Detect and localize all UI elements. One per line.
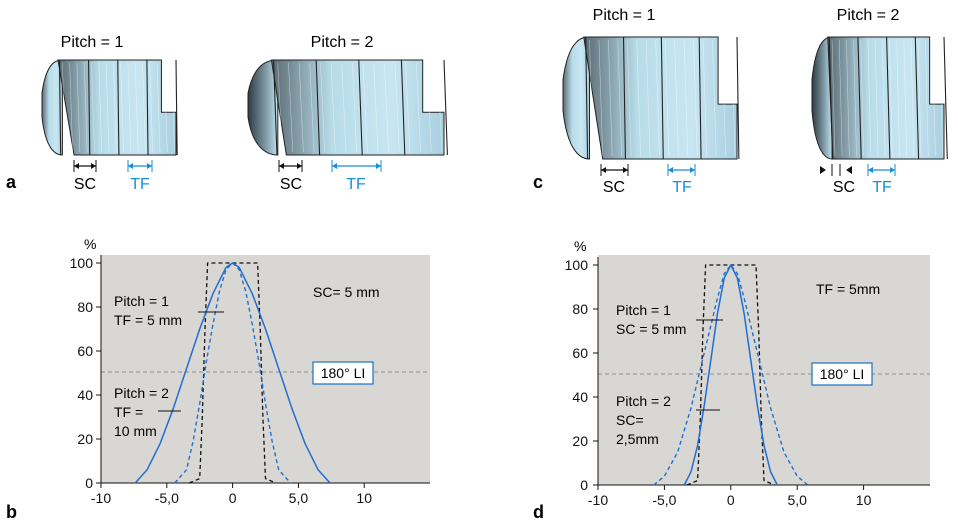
sc-measure-a1 <box>73 160 97 172</box>
helix-pitch-2-a <box>247 59 448 156</box>
sc-label-a2: SC <box>280 176 302 193</box>
chart-b-plot-area <box>101 255 430 483</box>
panel-a-helix-right-title: Pitch = 2 <box>311 34 374 51</box>
panel-c-helix-left-title: Pitch = 1 <box>593 7 656 24</box>
x-tick-label: 10 <box>856 492 872 508</box>
x-tick-label: 10 <box>356 490 372 506</box>
chart-d-y-unit: % <box>574 238 586 254</box>
sc-label-a1: SC <box>74 176 96 193</box>
chart-b-series2-label-line3: 10 mm <box>114 423 157 439</box>
panel-a-helix-left-title: Pitch = 1 <box>61 34 124 51</box>
tf-measure-c2 <box>867 164 896 176</box>
chart-b-reference-label: 180° LI <box>321 365 366 381</box>
sc-measure-c2 <box>820 164 852 176</box>
sc-label-c1: SC <box>603 179 625 196</box>
chart-d-series2-label-line1: Pitch = 2 <box>616 393 671 409</box>
y-tick-label: 60 <box>572 345 588 361</box>
chart-d-series1-label-line1: Pitch = 1 <box>616 302 671 318</box>
series-line-solid-blue <box>134 262 331 484</box>
chart-d-reference-label-box <box>811 362 873 386</box>
x-tick-label: 0 <box>229 490 237 506</box>
chart-d-series2-label-line2: SC= <box>616 412 644 428</box>
chart-b-series1-label-line2: TF = 5 mm <box>114 312 182 328</box>
chart-d-series1-label-line2: SC = 5 mm <box>616 321 686 337</box>
y-tick-label: 60 <box>77 343 93 359</box>
panel-a: Pitch = 1 Pitch = 2 SC TF SC <box>6 34 448 193</box>
tf-label-c1: TF <box>672 179 692 196</box>
y-tick-label: 20 <box>77 431 93 447</box>
series-line-solid-blue <box>683 264 778 486</box>
panel-letter-c: c <box>533 172 543 192</box>
tf-label-c2: TF <box>872 179 892 196</box>
chart-d-plot-area <box>598 255 930 485</box>
tf-measure-c1 <box>667 164 696 176</box>
y-tick-label: 0 <box>85 475 93 491</box>
x-tick-label: -10 <box>588 492 608 508</box>
panel-letter-b: b <box>6 502 17 522</box>
y-tick-label: 80 <box>572 301 588 317</box>
y-tick-label: 0 <box>580 477 588 493</box>
tf-label-a1: TF <box>130 176 150 193</box>
tf-measure-a2 <box>331 160 382 172</box>
sc-measure-a2 <box>278 160 303 172</box>
helix-pitch-1-c <box>562 36 740 160</box>
panel-letter-a: a <box>6 172 17 192</box>
x-tick-label: -5,0 <box>652 492 676 508</box>
y-tick-label: 100 <box>70 255 94 271</box>
y-tick-label: 100 <box>565 257 589 273</box>
x-tick-label: -10 <box>91 490 111 506</box>
tf-measure-a1 <box>127 160 153 172</box>
panel-c: Pitch = 1 Pitch = 2 SC TF SC <box>533 7 948 196</box>
y-tick-label: 20 <box>572 433 588 449</box>
chart-b-series2-label-line2: TF = <box>114 404 143 420</box>
chart-b-series1-label-line1: Pitch = 1 <box>114 293 169 309</box>
chart-b-y-unit: % <box>84 236 96 252</box>
y-tick-label: 40 <box>77 387 93 403</box>
series-line-dashed-blue <box>653 264 809 486</box>
x-tick-label: 5,0 <box>289 490 309 506</box>
x-tick-label: -5,0 <box>155 490 179 506</box>
chart-b-reference-label-box <box>312 361 374 385</box>
panel-c-helix-right-title: Pitch = 2 <box>837 7 900 24</box>
tf-label-a2: TF <box>346 176 366 193</box>
x-tick-label: 0 <box>727 492 735 508</box>
x-tick-label: 5,0 <box>787 492 807 508</box>
chart-d-reference-label: 180° LI <box>820 366 865 382</box>
chart-d-series2-label-line3: 2,5mm <box>616 431 659 447</box>
helix-pitch-1-a <box>41 59 178 156</box>
chart-b-series2-label-line1: Pitch = 2 <box>114 385 169 401</box>
y-tick-label: 80 <box>77 299 93 315</box>
sc-measure-c1 <box>600 164 629 176</box>
chart-d-top-right-annotation: TF = 5mm <box>816 281 880 297</box>
sc-label-c2: SC <box>833 179 855 196</box>
panel-letter-d: d <box>533 502 544 522</box>
y-tick-label: 40 <box>572 389 588 405</box>
chart-b-top-right-annotation: SC= 5 mm <box>313 284 380 300</box>
helix-pitch-2-c <box>811 36 948 160</box>
